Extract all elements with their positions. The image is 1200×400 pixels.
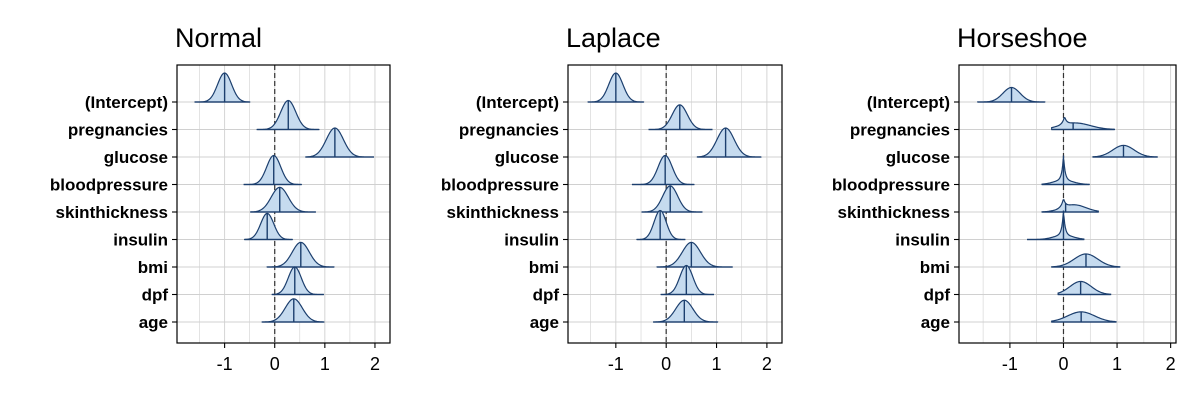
ridge-bmi — [1051, 253, 1121, 268]
density-area — [1041, 199, 1099, 213]
x-tick-label: -1 — [217, 354, 233, 374]
ridge-intercept — [587, 72, 645, 103]
ridge-pregnancies — [648, 104, 713, 131]
ridge-dpf — [271, 266, 324, 296]
ridge-skinthickness — [250, 186, 316, 213]
ridge-glucose — [1092, 144, 1158, 158]
y-tick-label: insulin — [504, 231, 559, 250]
panel-laplace: Laplace (Intercept) pregnancies glucose bloo… — [441, 23, 783, 374]
ridge-insulin — [244, 212, 293, 241]
density-area — [1041, 158, 1090, 186]
x-tick-label: 0 — [1058, 354, 1068, 374]
ridge-skinthickness — [641, 185, 703, 213]
x-tick-label: 1 — [1112, 354, 1122, 374]
panel-title: Normal — [175, 23, 262, 53]
y-tick-label: skinthickness — [56, 203, 168, 222]
y-tick-label: bloodpressure — [832, 176, 950, 195]
ridge-bmi — [266, 241, 335, 268]
ridge-bmi — [656, 241, 733, 268]
y-tick-label: bmi — [920, 258, 950, 277]
panel-normal: Normal (Intercept) pregnancies glucose blood… — [50, 23, 391, 374]
density-area — [1092, 144, 1158, 158]
y-tick-label: glucose — [104, 148, 168, 167]
y-tick-label: glucose — [886, 148, 950, 167]
y-tick-label: (Intercept) — [476, 93, 559, 112]
ridge-insulin — [1027, 210, 1085, 241]
ridge-skinthickness — [1041, 199, 1099, 213]
panel-horseshoe: Horseshoe (Intercept) pregnancies glucose bl… — [832, 23, 1177, 374]
y-tick-label: dpf — [142, 286, 169, 305]
x-tick-label: -1 — [1002, 354, 1018, 374]
x-tick-label: -1 — [608, 354, 624, 374]
y-tick-label: age — [530, 313, 559, 332]
ridge-pregnancies — [1051, 116, 1115, 131]
ridge-bloodpressure — [243, 154, 303, 186]
ridge-dpf — [660, 264, 715, 296]
y-tick-label: pregnancies — [850, 121, 950, 140]
y-tick-label: bloodpressure — [441, 176, 559, 195]
y-tick-label: bmi — [529, 258, 559, 277]
x-tick-label: 0 — [661, 354, 671, 374]
plot-frame — [958, 64, 1177, 344]
plot-frame — [567, 64, 783, 344]
ridge-age — [1051, 311, 1117, 323]
panel-title: Horseshoe — [957, 23, 1088, 53]
ridge-age — [261, 298, 325, 323]
density-area — [1057, 280, 1112, 296]
y-tick-label: skinthickness — [447, 203, 559, 222]
ridge-glucose — [696, 127, 762, 158]
ridge-bloodpressure — [631, 154, 695, 186]
ridge-bloodpressure — [1041, 155, 1090, 186]
ridge-intercept — [194, 72, 251, 103]
x-tick-label: 1 — [320, 354, 330, 374]
x-tick-label: 1 — [712, 354, 722, 374]
plot-frame — [176, 64, 391, 344]
y-tick-label: insulin — [895, 231, 950, 250]
ridge-age — [653, 299, 719, 323]
ridge-pregnancies — [256, 99, 320, 131]
y-tick-label: bloodpressure — [50, 176, 168, 195]
density-area — [1051, 116, 1115, 131]
ridge-glucose — [305, 127, 374, 158]
density-area — [1051, 311, 1117, 323]
x-tick-label: 0 — [270, 354, 280, 374]
y-tick-label: dpf — [533, 286, 560, 305]
x-tick-label: 2 — [762, 354, 772, 374]
y-tick-label: (Intercept) — [85, 93, 168, 112]
y-tick-label: pregnancies — [68, 121, 168, 140]
y-tick-label: dpf — [924, 286, 951, 305]
y-tick-label: skinthickness — [838, 203, 950, 222]
y-tick-label: bmi — [138, 258, 168, 277]
y-tick-label: pregnancies — [459, 121, 559, 140]
x-tick-label: 2 — [370, 354, 380, 374]
y-tick-label: (Intercept) — [867, 93, 950, 112]
y-tick-label: insulin — [113, 231, 168, 250]
ridge-insulin — [636, 209, 686, 241]
ridge-dpf — [1057, 280, 1112, 296]
y-tick-label: age — [139, 313, 168, 332]
panel-title: Laplace — [566, 23, 661, 53]
y-tick-label: glucose — [495, 148, 559, 167]
x-tick-label: 2 — [1166, 354, 1176, 374]
y-tick-label: age — [921, 313, 950, 332]
ridge-intercept — [976, 86, 1046, 103]
